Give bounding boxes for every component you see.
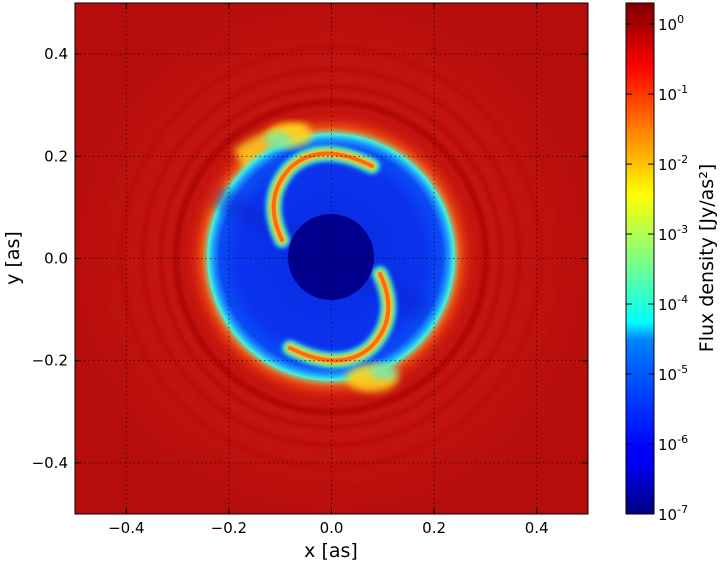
colorbar-ticks: 100 10-1 10-2 10-3 10-4 10-5 10-6 10-7 bbox=[626, 13, 688, 524]
x-tick-label: −0.2 bbox=[211, 519, 247, 537]
y-tick-label: 0.4 bbox=[44, 45, 68, 63]
outer-rings bbox=[97, 23, 565, 491]
y-axis-label: y [as] bbox=[2, 231, 24, 285]
x-axis-label: x [as] bbox=[304, 540, 358, 562]
y-tick-label: −0.4 bbox=[32, 454, 68, 472]
colorbar-tick-label: 10-6 bbox=[658, 433, 688, 454]
inner-mask bbox=[288, 214, 374, 300]
colorbar-tick-label: 10-1 bbox=[658, 83, 688, 104]
colorbar-tick-label: 100 bbox=[658, 13, 684, 34]
gridlines bbox=[75, 3, 588, 514]
colorbar-tick-label: 10-4 bbox=[658, 293, 688, 314]
heatmap-image bbox=[75, 3, 588, 514]
colorbar-tick-label: 10-7 bbox=[658, 503, 688, 524]
spiral-arms bbox=[265, 145, 397, 369]
x-tick-label: −0.4 bbox=[108, 519, 144, 537]
x-axis-ticks: −0.4 −0.2 0.0 0.2 0.4 bbox=[108, 3, 549, 537]
colorbar-label: Flux density [Jy/as²] bbox=[696, 164, 718, 352]
x-tick-label: 0.4 bbox=[525, 519, 549, 537]
colorbar-tick-label: 10-2 bbox=[658, 153, 688, 174]
x-tick-label: 0.0 bbox=[320, 519, 344, 537]
y-tick-label: 0.2 bbox=[44, 147, 68, 165]
colorbar bbox=[625, 2, 655, 515]
y-tick-label: −0.2 bbox=[32, 352, 68, 370]
y-axis-ticks: −0.4 −0.2 0.0 0.2 0.4 bbox=[32, 45, 588, 472]
colorbar-tick-label: 10-3 bbox=[658, 223, 688, 244]
x-tick-label: 0.2 bbox=[422, 519, 446, 537]
y-tick-label: 0.0 bbox=[44, 250, 68, 268]
colorbar-tick-label: 10-5 bbox=[658, 363, 688, 384]
